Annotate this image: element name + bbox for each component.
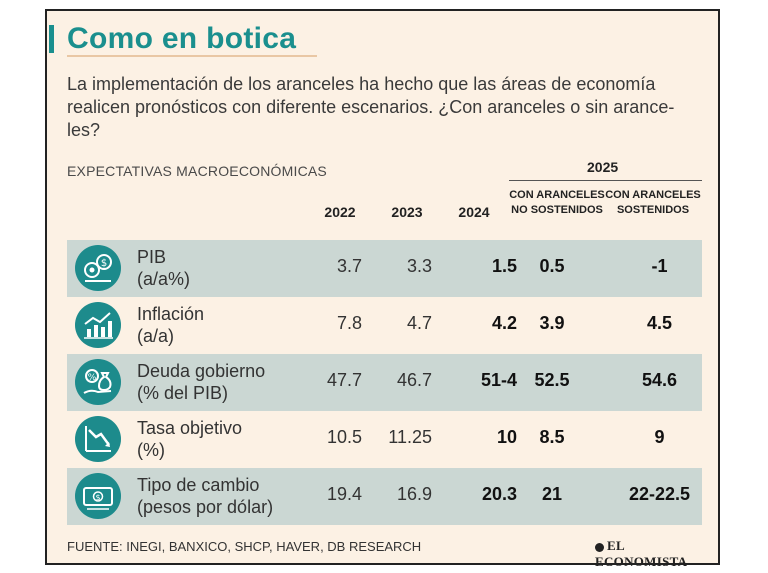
value-sostenidos: -1 — [651, 256, 668, 276]
value-sostenidos: 4.5 — [646, 313, 673, 333]
source-note: FUENTE: INEGI, BANXICO, SHCP, HAVER, DB … — [67, 539, 422, 554]
value-no-sostenidos: 52.5 — [534, 370, 570, 390]
col-header-no-sostenidos: CON ARANCELES NO SOSTENIDOS — [509, 189, 605, 216]
section-label: EXPECTATIVAS MACROECONÓMICAS — [67, 163, 327, 179]
value-2022: 47.7 — [326, 370, 362, 390]
col-header-2022: 2022 — [324, 204, 356, 220]
table-row: % Deuda gobierno (% del PIB) 47.7 46.7 51… — [67, 354, 702, 411]
value-2022: 3.7 — [336, 256, 362, 276]
group-header-divider — [509, 180, 702, 181]
row-label: Inflación (a/a) — [137, 304, 205, 346]
svg-text:$: $ — [101, 258, 107, 269]
title-underline — [67, 55, 317, 57]
value-2022: 19.4 — [326, 484, 362, 504]
infographic-card: Como en botica La implementación de los … — [45, 9, 720, 569]
value-2023: 3.3 — [406, 256, 432, 276]
table-row: $ PIB (a/a%) 3.7 3.3 1.5 0.5 -1 — [67, 240, 702, 297]
title-accent-bar — [49, 25, 54, 53]
row-label: PIB (a/a%) — [137, 247, 191, 289]
col-header-sostenidos: CON ARANCELES SOSTENIDOS — [605, 189, 701, 216]
value-sostenidos: 54.6 — [641, 370, 678, 390]
value-no-sostenidos: 21 — [541, 484, 563, 504]
money-bag-hand-icon: % — [75, 359, 121, 405]
gears-coin-icon: $ — [75, 245, 121, 291]
row-label: Tasa objetivo (%) — [137, 418, 243, 460]
publisher-logo: EL ECONOMISTA — [595, 538, 688, 569]
logo-mark-icon — [595, 542, 604, 552]
value-2023: 11.25 — [388, 427, 432, 447]
value-2023: 16.9 — [396, 484, 432, 504]
group-header-2025: 2025 — [587, 159, 619, 175]
chart-down-icon — [75, 416, 121, 462]
value-no-sostenidos: 0.5 — [539, 256, 565, 276]
value-2023: 4.7 — [406, 313, 432, 333]
table-row: Tasa objetivo (%) 10.5 11.25 10 8.5 9 — [67, 411, 702, 468]
col-header-2024: 2024 — [458, 204, 490, 220]
value-no-sostenidos: 8.5 — [539, 427, 565, 447]
svg-text:$: $ — [95, 493, 100, 502]
value-sostenidos: 22-22.5 — [628, 484, 691, 504]
value-2024: 4.2 — [491, 313, 517, 333]
value-2024: 51-4 — [480, 370, 517, 390]
row-label: Deuda gobierno (% del PIB) — [137, 361, 266, 403]
row-label: Tipo de cambio (pesos por dólar) — [137, 475, 274, 517]
svg-text:%: % — [88, 373, 97, 383]
value-2024: 1.5 — [491, 256, 517, 276]
value-2022: 10.5 — [326, 427, 362, 447]
table-row: Inflación (a/a) 7.8 4.7 4.2 3.9 4.5 — [67, 297, 702, 354]
table-row: $ Tipo de cambio (pesos por dólar) 19.4 1… — [67, 468, 702, 525]
value-sostenidos: 9 — [654, 427, 665, 447]
page-title: Como en botica — [67, 22, 297, 55]
col-header-2023: 2023 — [391, 204, 423, 220]
bar-chart-up-icon — [75, 302, 121, 348]
banknote-icon: $ — [75, 473, 121, 519]
intro-text: La implementación de los aranceles ha he… — [67, 74, 675, 140]
value-2024: 20.3 — [481, 484, 517, 504]
value-no-sostenidos: 3.9 — [539, 313, 565, 333]
value-2024: 10 — [496, 427, 517, 447]
value-2023: 46.7 — [396, 370, 432, 390]
value-2022: 7.8 — [336, 313, 362, 333]
